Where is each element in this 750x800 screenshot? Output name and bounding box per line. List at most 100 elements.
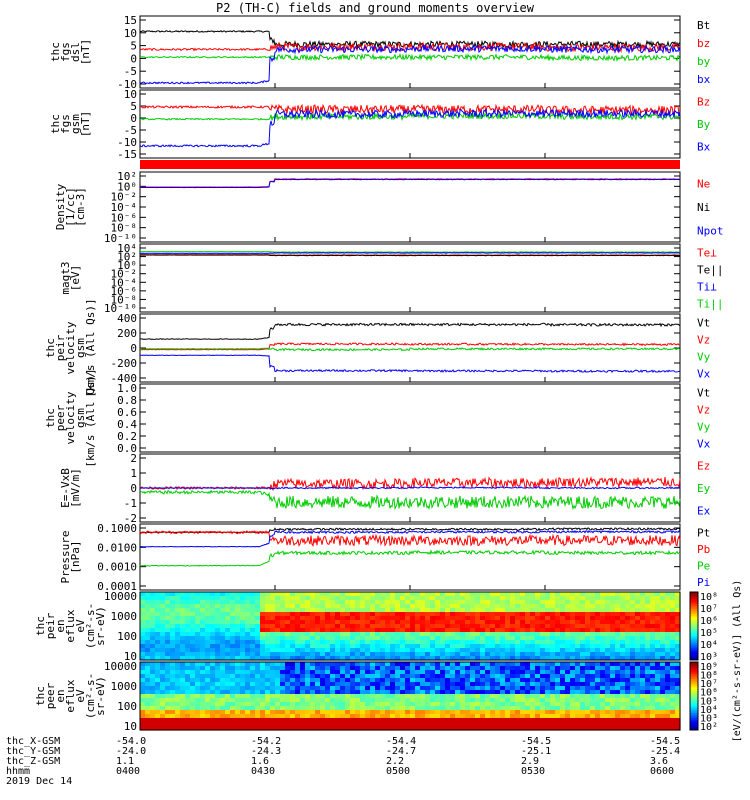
spectrogram-cell	[230, 662, 236, 667]
spectrogram-cell	[195, 616, 201, 621]
spectrogram-cell	[395, 648, 401, 653]
spectrogram-cell	[325, 694, 331, 699]
spectrogram-cell	[535, 596, 541, 601]
spectrogram-cell	[445, 694, 451, 699]
spectrogram-cell	[670, 710, 676, 715]
spectrogram-cell	[165, 644, 171, 649]
spectrogram-cell	[665, 682, 671, 687]
spectrogram-cell	[225, 656, 231, 661]
spectrogram-cell	[445, 666, 451, 671]
spectrogram-cell	[530, 666, 536, 671]
y-tick-label: 10	[124, 88, 137, 101]
spectrogram-cell	[425, 620, 431, 625]
spectrogram-cell	[485, 624, 491, 629]
spectrogram-cell	[620, 596, 626, 601]
spectrogram-cell	[615, 670, 621, 675]
spectrogram-cell	[470, 678, 476, 683]
spectrogram-cell	[325, 690, 331, 695]
colorbar-step	[690, 670, 698, 673]
spectrogram-cell	[585, 714, 591, 719]
spectrogram-cell	[315, 600, 321, 605]
spectrogram-cell	[495, 666, 501, 671]
spectrogram-cell	[400, 644, 406, 649]
spectrogram-cell	[200, 604, 206, 609]
spectrogram-cell	[320, 628, 326, 633]
spectrogram-cell	[185, 674, 191, 679]
spectrogram-cell	[235, 666, 241, 671]
spectrogram-cell	[350, 686, 356, 691]
spectrogram-cell	[525, 596, 531, 601]
spectrogram-cell	[145, 600, 151, 605]
spectrogram-cell	[300, 666, 306, 671]
spectrogram-cell	[190, 612, 196, 617]
spectrogram-cell	[265, 718, 271, 723]
spectrogram-cell	[485, 710, 491, 715]
spectrogram-cell	[600, 702, 606, 707]
spectrogram-cell	[430, 644, 436, 649]
spectrogram-cell	[365, 596, 371, 601]
spectrogram-cell	[145, 662, 151, 667]
spectrogram-cell	[570, 678, 576, 683]
colorbar-step	[690, 684, 698, 687]
spectrogram-cell	[475, 726, 481, 731]
spectrogram-cell	[410, 620, 416, 625]
spectrogram-cell	[635, 652, 641, 657]
spectrogram-cell	[190, 726, 196, 731]
spectrogram-cell	[305, 628, 311, 633]
spectrogram-cell	[550, 600, 556, 605]
spectrogram-cell	[470, 616, 476, 621]
spectrogram-cell	[525, 640, 531, 645]
spectrogram-cell	[210, 632, 216, 637]
spectrogram-cell	[535, 718, 541, 723]
spectrogram-cell	[485, 666, 491, 671]
spectrogram-cell	[195, 674, 201, 679]
spectrogram-cell	[515, 726, 521, 731]
spectrogram-cell	[580, 706, 586, 711]
spectrogram-cell	[540, 604, 546, 609]
spectrogram-cell	[375, 662, 381, 667]
spectrogram-cell	[405, 632, 411, 637]
spectrogram-cell	[145, 640, 151, 645]
spectrogram-cell	[345, 690, 351, 695]
spectrogram-cell	[610, 662, 616, 667]
spectrogram-cell	[590, 628, 596, 633]
spectrogram-cell	[195, 592, 201, 597]
panel-temp: 10⁴10²10⁰10⁻²10⁻⁴10⁻⁶10⁻⁸10⁻¹⁰magt3[eV]T…	[59, 242, 724, 315]
spectrogram-cell	[150, 710, 156, 715]
spectrogram-cell	[435, 670, 441, 675]
spectrogram-cell	[435, 726, 441, 731]
spectrogram-cell	[140, 620, 146, 625]
spectrogram-cell	[185, 620, 191, 625]
spectrogram-cell	[205, 710, 211, 715]
spectrogram-cell	[370, 710, 376, 715]
spectrogram-cell	[255, 640, 261, 645]
spectrogram-cell	[650, 612, 656, 617]
spectrogram-cell	[625, 612, 631, 617]
spectrogram-cell	[395, 652, 401, 657]
spectrogram-cell	[345, 600, 351, 605]
spectrogram-cell	[385, 640, 391, 645]
spectrogram-cell	[580, 592, 586, 597]
spectrogram-cell	[195, 624, 201, 629]
spectrogram-cell	[510, 624, 516, 629]
spectrogram-cell	[185, 640, 191, 645]
spectrogram-cell	[340, 620, 346, 625]
spectrogram-cell	[170, 592, 176, 597]
spectrogram-cell	[415, 644, 421, 649]
spectrogram-cell	[365, 666, 371, 671]
spectrogram-cell	[435, 722, 441, 727]
spectrogram-cell	[390, 702, 396, 707]
spectrogram-cell	[155, 726, 161, 731]
spectrogram-cell	[325, 722, 331, 727]
spectrogram-cell	[335, 608, 341, 613]
spectrogram-cell	[190, 592, 196, 597]
spectrogram-cell	[415, 620, 421, 625]
spectrogram-cell	[465, 666, 471, 671]
spectrogram-cell	[270, 674, 276, 679]
spectrogram-cell	[660, 620, 666, 625]
colorbar-step	[690, 653, 698, 656]
colorbar-step	[690, 602, 698, 605]
legend-te: Te||	[697, 264, 724, 277]
spectrogram-cell	[420, 624, 426, 629]
